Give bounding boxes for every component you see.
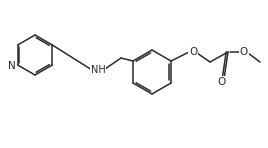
Text: NH: NH: [91, 65, 105, 75]
Text: O: O: [218, 77, 226, 87]
Text: N: N: [8, 61, 16, 71]
Text: O: O: [240, 47, 248, 57]
Text: O: O: [189, 47, 197, 57]
